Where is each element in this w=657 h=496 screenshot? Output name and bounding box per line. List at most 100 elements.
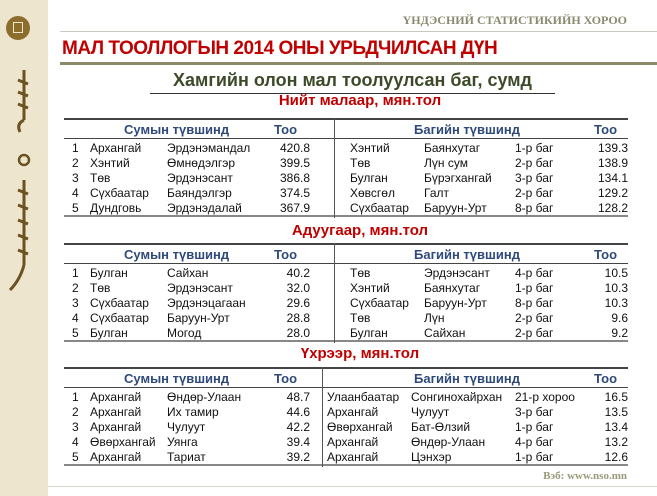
right-count-header: Тоо [594, 247, 618, 262]
row-right-aimag: Хэнтий [350, 141, 390, 155]
row-value: 420.8 [279, 141, 310, 155]
row-value: 40.2 [286, 266, 310, 280]
ranking-table: Сумын түвшинд Тоо Багийн түвшинд Тоо 1 Булган… [64, 243, 628, 343]
row-aimag: Булган [90, 266, 128, 280]
row-aimag: Сүхбаатар [90, 186, 149, 200]
row-right-bag: 8-р баг [515, 296, 554, 310]
row-sum: Уянга [167, 435, 198, 449]
row-right-sum: Сайхан [424, 326, 466, 340]
page-title: МАЛ ТООЛЛОГЫН 2014 ОНЫ УРЬДЧИЛСАН ДҮН [62, 38, 498, 59]
row-right-aimag: Архангай [327, 435, 379, 449]
row-right-aimag: Хөвсгөл [350, 186, 395, 200]
row-right-aimag: Булган [350, 171, 388, 185]
row-right-bag: 2-р баг [515, 311, 554, 325]
row-right-bag: 1-р баг [515, 450, 554, 464]
row-right-aimag: Төв [350, 156, 371, 170]
row-rank: 1 [72, 141, 79, 155]
row-aimag: Архангай [90, 450, 142, 464]
row-right-bag: 8-р баг [515, 201, 554, 215]
row-right-value: 13.4 [604, 420, 628, 434]
table-top-border [64, 367, 628, 369]
row-rank: 3 [72, 296, 79, 310]
row-value: 39.2 [286, 450, 310, 464]
row-right-value: 12.6 [604, 450, 628, 464]
right-header: Багийн түвшинд [414, 122, 520, 137]
footer-divider [48, 486, 657, 487]
page-subtitle: Хамгийн олон мал тоолуулсан баг, сумд [150, 70, 555, 94]
row-right-sum: Баруун-Урт [424, 296, 487, 310]
row-right-sum: Бүрэгхангай [424, 171, 492, 185]
website-link[interactable]: Вэб: www.nso.mn [543, 470, 627, 482]
row-right-aimag: Архангай [327, 450, 379, 464]
row-value: 367.9 [279, 201, 310, 215]
row-aimag: Өвөрхангай [90, 435, 156, 449]
row-right-value: 138.9 [597, 156, 628, 170]
row-right-aimag: Сүхбаатар [350, 296, 409, 310]
row-sum: Эрдэнэсант [167, 171, 233, 185]
row-right-bag: 21-р хороо [515, 390, 575, 404]
row-rank: 5 [72, 201, 79, 215]
row-sum: Сайхан [167, 266, 209, 280]
row-aimag: Төв [90, 281, 111, 295]
row-aimag: Сүхбаатар [90, 311, 149, 325]
row-rank: 1 [72, 390, 79, 404]
table-top-border [64, 118, 628, 120]
mongolian-script-logo [8, 70, 31, 292]
row-right-bag: 3-р баг [515, 405, 554, 419]
row-aimag: Архангай [90, 420, 142, 434]
row-rank: 4 [72, 311, 79, 325]
row-right-sum: Сонгинохайрхан [411, 390, 503, 404]
row-right-sum: Галт [424, 186, 449, 200]
row-right-bag: 1-р баг [515, 141, 554, 155]
right-header: Багийн түвшинд [414, 247, 520, 262]
row-right-bag: 1-р баг [515, 420, 554, 434]
column-divider [334, 243, 335, 343]
column-divider [334, 118, 335, 218]
row-right-value: 9.2 [611, 326, 628, 340]
row-right-value: 139.3 [597, 141, 628, 155]
left-count-header: Тоо [274, 247, 298, 262]
row-right-sum: Лүн [424, 311, 445, 325]
row-right-value: 10.5 [604, 266, 628, 280]
sidebar-banner [0, 0, 48, 496]
row-sum: Эрдэнэмандал [167, 141, 251, 155]
left-count-header: Тоо [274, 371, 298, 386]
row-right-value: 134.1 [597, 171, 628, 185]
row-aimag: Сүхбаатар [90, 296, 149, 310]
row-right-aimag: Хэнтий [350, 281, 390, 295]
row-right-bag: 4-р баг [515, 266, 554, 280]
row-right-sum: Цэнхэр [411, 450, 452, 464]
row-right-aimag: Архангай [327, 405, 379, 419]
row-right-sum: Баянхутаг [424, 141, 481, 155]
row-right-aimag: Төв [350, 311, 371, 325]
row-sum: Эрдэнэсант [167, 281, 233, 295]
row-sum: Чулуут [167, 420, 206, 434]
row-value: 399.5 [279, 156, 310, 170]
row-value: 44.6 [286, 405, 310, 419]
row-sum: Их тамир [167, 405, 219, 419]
row-right-value: 128.2 [597, 201, 628, 215]
row-right-aimag: Улаанбаатар [327, 390, 400, 404]
row-right-sum: Баруун-Урт [424, 201, 487, 215]
row-right-bag: 2-р баг [515, 186, 554, 200]
row-value: 29.6 [286, 296, 310, 310]
row-right-value: 16.5 [604, 390, 628, 404]
row-right-value: 129.2 [597, 186, 628, 200]
row-aimag: Дундговь [90, 201, 142, 215]
row-rank: 4 [72, 435, 79, 449]
right-count-header: Тоо [594, 371, 618, 386]
organization-name: ҮНДЭСНИЙ СТАТИСТИКИЙН ХОРОО [402, 13, 627, 27]
row-right-bag: 2-р баг [515, 156, 554, 170]
row-value: 28.0 [286, 326, 310, 340]
column-divider [322, 367, 323, 467]
title-divider [60, 62, 657, 65]
table-bottom-border [64, 464, 628, 466]
row-right-sum: Эрдэнэсант [424, 266, 490, 280]
row-rank: 2 [72, 281, 79, 295]
row-rank: 5 [72, 326, 79, 340]
left-header: Сумын түвшинд [124, 122, 230, 137]
row-aimag: Хэнтий [90, 156, 130, 170]
row-right-value: 10.3 [604, 281, 628, 295]
table-bottom-border [64, 340, 628, 342]
row-value: 32.0 [286, 281, 310, 295]
